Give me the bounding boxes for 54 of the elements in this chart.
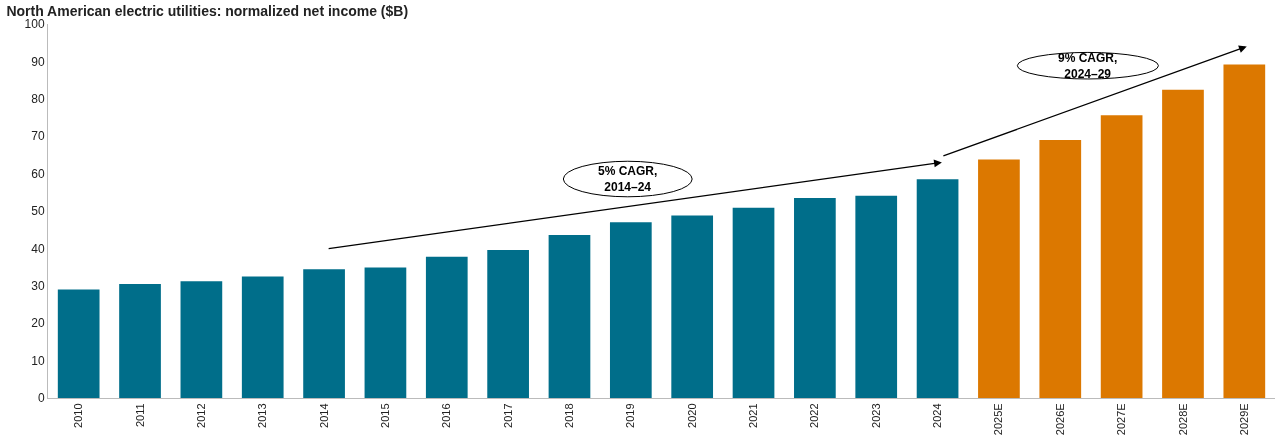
x-tick-label: 2013 xyxy=(256,403,269,428)
bar xyxy=(794,197,836,398)
annotation: 5% CAGR, 2014–24 xyxy=(598,164,658,194)
bar xyxy=(916,179,959,398)
bar xyxy=(548,234,591,398)
y-tick-label: 40 xyxy=(31,241,45,256)
bar xyxy=(1162,89,1204,398)
y-tick-label: 50 xyxy=(31,204,45,219)
x-tick-label: 2021 xyxy=(747,403,760,428)
bar xyxy=(425,256,468,398)
x-tick-label: 2010 xyxy=(72,403,85,428)
bar xyxy=(671,215,714,398)
y-tick-label: 80 xyxy=(31,92,45,106)
x-tick-label: 2022 xyxy=(808,403,821,428)
bar xyxy=(303,269,345,398)
bar xyxy=(180,281,223,398)
x-tick-label: 2014 xyxy=(317,403,330,428)
y-tick-label: 90 xyxy=(31,54,45,69)
y-tick-label: 70 xyxy=(31,129,45,144)
bar xyxy=(609,222,652,398)
bar xyxy=(241,276,284,398)
bar xyxy=(1039,139,1082,398)
bar xyxy=(732,207,775,398)
x-tick-label: 2029E xyxy=(1237,403,1250,436)
bar xyxy=(119,283,161,398)
bar xyxy=(57,289,100,398)
x-tick-label: 2023 xyxy=(869,403,882,428)
bar xyxy=(1100,115,1143,398)
y-tick-label: 0 xyxy=(37,391,45,406)
chart-title: North American electric utilities: normalized net income ($B) xyxy=(6,3,409,20)
bar xyxy=(1223,64,1266,398)
x-tick-label: 2015 xyxy=(379,403,392,428)
y-tick-label: 20 xyxy=(31,316,45,331)
x-tick-label: 2017 xyxy=(501,403,514,428)
bar xyxy=(364,267,407,398)
x-tick-label: 2027E xyxy=(1115,403,1128,436)
bar xyxy=(978,159,1020,398)
x-tick-label: 2016 xyxy=(440,403,453,428)
x-tick-label: 2020 xyxy=(685,403,698,428)
y-tick-label: 10 xyxy=(31,353,45,368)
y-tick-label: 30 xyxy=(31,279,45,293)
x-tick-label: 2028E xyxy=(1176,403,1189,436)
x-tick-label: 2018 xyxy=(563,403,576,428)
y-tick-label: 60 xyxy=(31,166,45,181)
bar xyxy=(855,195,898,398)
x-tick-label: 2024 xyxy=(931,403,944,428)
bar xyxy=(487,249,529,398)
x-tick-label: 2011 xyxy=(133,403,146,428)
y-tick-label: 100 xyxy=(24,17,45,32)
x-tick-label: 2019 xyxy=(624,403,637,428)
x-tick-label: 2025E xyxy=(992,403,1005,436)
x-tick-label: 2012 xyxy=(194,403,207,428)
x-tick-label: 2026E xyxy=(1053,403,1066,436)
annotation: 9% CAGR, 2024–29 xyxy=(1058,51,1118,81)
